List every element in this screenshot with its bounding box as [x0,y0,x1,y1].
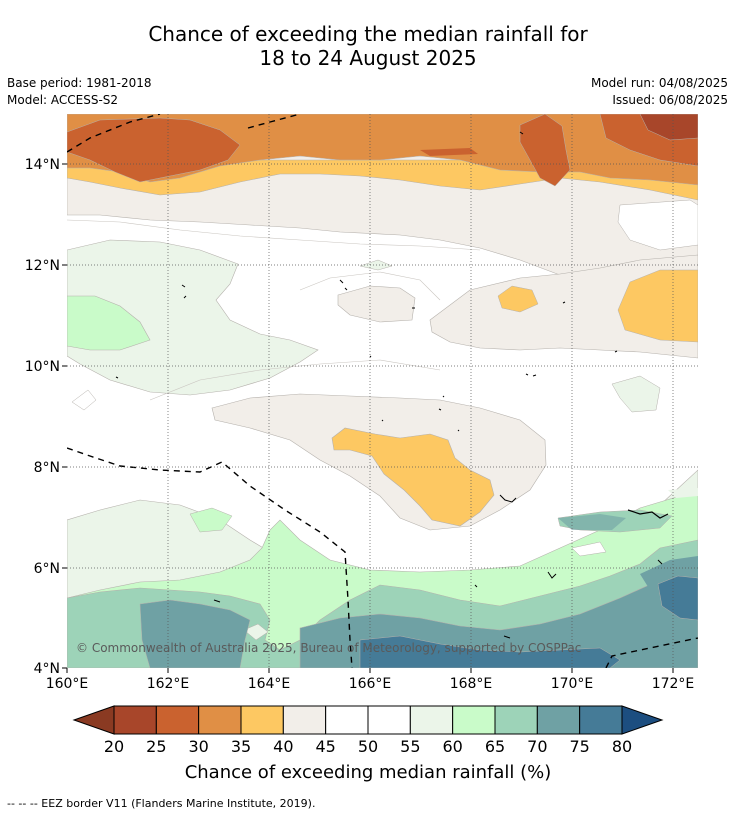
lon-label: 168°E [450,676,493,692]
rainfall-probability-field [67,114,698,668]
lon-label: 164°E [248,676,291,692]
model-name: Model: ACCESS-S2 [7,93,119,107]
copyright-notice: © Commonwealth of Australia 2025, Bureau… [76,641,582,655]
map-title-line2: 18 to 24 August 2025 [259,46,477,70]
colorbar-cell [113,705,157,735]
colorbar-cell [155,705,200,735]
colorbar-cell [452,705,496,735]
colorbar-tick-label: 20 [104,737,124,756]
colorbar: 20 25 30 35 40 45 50 55 60 65 70 75 80 [72,705,664,756]
colorbar-high-arrow [621,705,664,735]
colorbar-cell [409,705,454,735]
colorbar-cell [579,705,623,735]
lat-label: 12°N [25,258,60,274]
lat-label: 14°N [25,157,60,173]
lon-label: 166°E [349,676,392,692]
colorbar-tick-label: 30 [188,737,208,756]
base-period: Base period: 1981-2018 [7,76,152,90]
colorbar-tick-label: 45 [315,737,335,756]
lat-label: 4°N [34,661,60,677]
colorbar-tick-label: 70 [527,737,547,756]
colorbar-cell [198,705,242,735]
map-title-line1: Chance of exceeding the median rainfall … [148,22,588,46]
colorbar-tick-label: 80 [612,737,632,756]
colorbar-tick-label: 50 [358,737,378,756]
lat-label: 8°N [34,460,60,476]
lat-label: 6°N [34,561,60,577]
colorbar-cell [494,705,538,735]
colorbar-low-arrow [72,705,115,735]
lon-label: 170°E [551,676,594,692]
colorbar-tick-label: 35 [231,737,251,756]
colorbar-cell [367,705,411,735]
colorbar-cell [325,705,369,735]
colorbar-tick-label: 55 [400,737,420,756]
lon-label: 160°E [46,676,89,692]
colorbar-tick-label: 25 [146,737,166,756]
colorbar-cell [240,705,284,735]
issued-date: Issued: 06/08/2025 [612,93,728,107]
lon-label: 172°E [652,676,695,692]
colorbar-cell [536,705,581,735]
colorbar-tick-label: 60 [442,737,462,756]
colorbar-tick-label: 40 [273,737,293,756]
colorbar-tick-label: 65 [485,737,505,756]
colorbar-tick-label: 75 [569,737,589,756]
lon-label: 162°E [147,676,190,692]
eez-border-legend: -- -- -- EEZ border V11 (Flanders Marine… [7,797,316,810]
colorbar-title: Chance of exceeding median rainfall (%) [184,762,552,783]
colorbar-cell [282,705,327,735]
lat-label: 10°N [25,359,60,375]
model-run: Model run: 04/08/2025 [590,76,728,90]
